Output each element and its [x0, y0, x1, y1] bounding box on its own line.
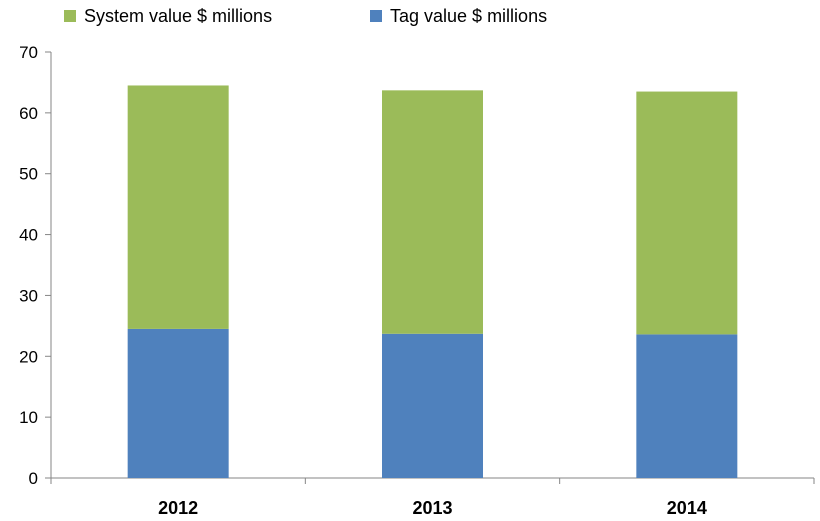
y-tick-label: 20 [19, 347, 38, 366]
y-tick-label: 70 [19, 43, 38, 62]
y-axis: 0 10 20 30 40 50 60 70 [19, 43, 52, 488]
legend-swatch-system [64, 10, 76, 22]
legend-label-system: System value $ millions [84, 6, 272, 26]
y-tick-label: 10 [19, 408, 38, 427]
x-category-label: 2014 [667, 498, 707, 518]
y-tick-label: 0 [29, 469, 38, 488]
bar-tag-2014 [636, 334, 738, 478]
bar-tag-2013 [382, 333, 483, 478]
legend-label-tag: Tag value $ millions [390, 6, 547, 26]
bar-system-2013 [382, 90, 483, 334]
legend-swatch-tag [370, 10, 382, 22]
legend: System value $ millions Tag value $ milli… [64, 6, 547, 26]
bar-system-2012 [127, 85, 229, 329]
y-tick-label: 40 [19, 226, 38, 245]
x-category-label: 2013 [412, 498, 452, 518]
x-axis: 2012 2013 2014 [50, 477, 815, 518]
x-category-label: 2012 [158, 498, 198, 518]
y-tick-label: 60 [19, 104, 38, 123]
bar-system-2014 [636, 91, 738, 335]
y-tick-label: 50 [19, 165, 38, 184]
bar-tag-2012 [127, 328, 229, 478]
y-tick-label: 30 [19, 286, 38, 305]
bars [127, 85, 738, 478]
